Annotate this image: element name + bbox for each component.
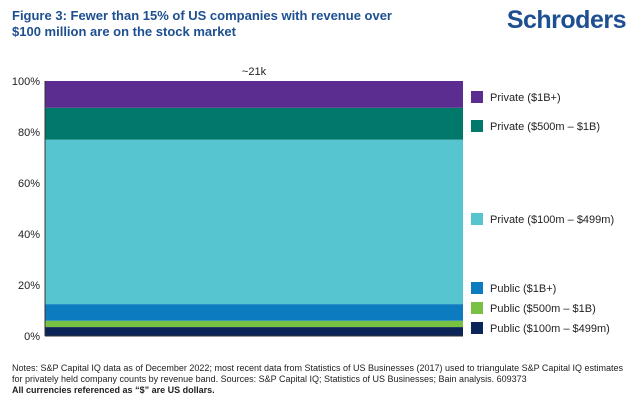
legend-label: Public ($500m – $1B): [490, 303, 596, 315]
bar-segment: [45, 107, 463, 140]
y-tick-label: 0%: [24, 331, 40, 343]
y-tick-label: 40%: [18, 229, 40, 241]
bar-category-label: ~21k: [242, 66, 267, 78]
legend-label: Private ($500m – $1B): [490, 121, 600, 133]
legend-swatch: [471, 302, 483, 314]
chart-title: Figure 3: Fewer than 15% of US companies…: [12, 8, 392, 39]
legend-swatch: [471, 120, 483, 132]
schroders-logo: Schroders: [506, 6, 627, 34]
legend-label: Public ($100m – $499m): [490, 323, 610, 335]
y-tick-label: 80%: [18, 127, 40, 139]
bar-segment: [45, 139, 463, 305]
bar-segment: [45, 320, 463, 328]
legend-swatch: [471, 91, 483, 103]
stacked-bar-chart: 0% 20% 40% 60% 80% 100% ~21k Public ($100m – $4…: [12, 66, 614, 343]
legend-label: Public ($1B+): [490, 283, 556, 295]
y-tick-label: 20%: [18, 280, 40, 292]
bar-segment: [45, 327, 463, 336]
chart-notes: Notes: S&P Capital IQ data as of Decembe…: [12, 363, 628, 396]
legend-swatch: [471, 213, 483, 225]
notes-sources: Notes: S&P Capital IQ data as of Decembe…: [12, 363, 623, 384]
bar-segment: [45, 81, 463, 108]
notes-currency: All currencies referenced as “$” are US …: [12, 385, 215, 395]
bar-segment: [45, 304, 463, 321]
y-tick-label: 60%: [18, 178, 40, 190]
legend-label: Private ($100m – $499m): [490, 214, 614, 226]
y-tick-label: 100%: [12, 76, 40, 88]
legend-label: Private ($1B+): [490, 92, 561, 104]
legend-swatch: [471, 322, 483, 334]
legend-swatch: [471, 282, 483, 294]
